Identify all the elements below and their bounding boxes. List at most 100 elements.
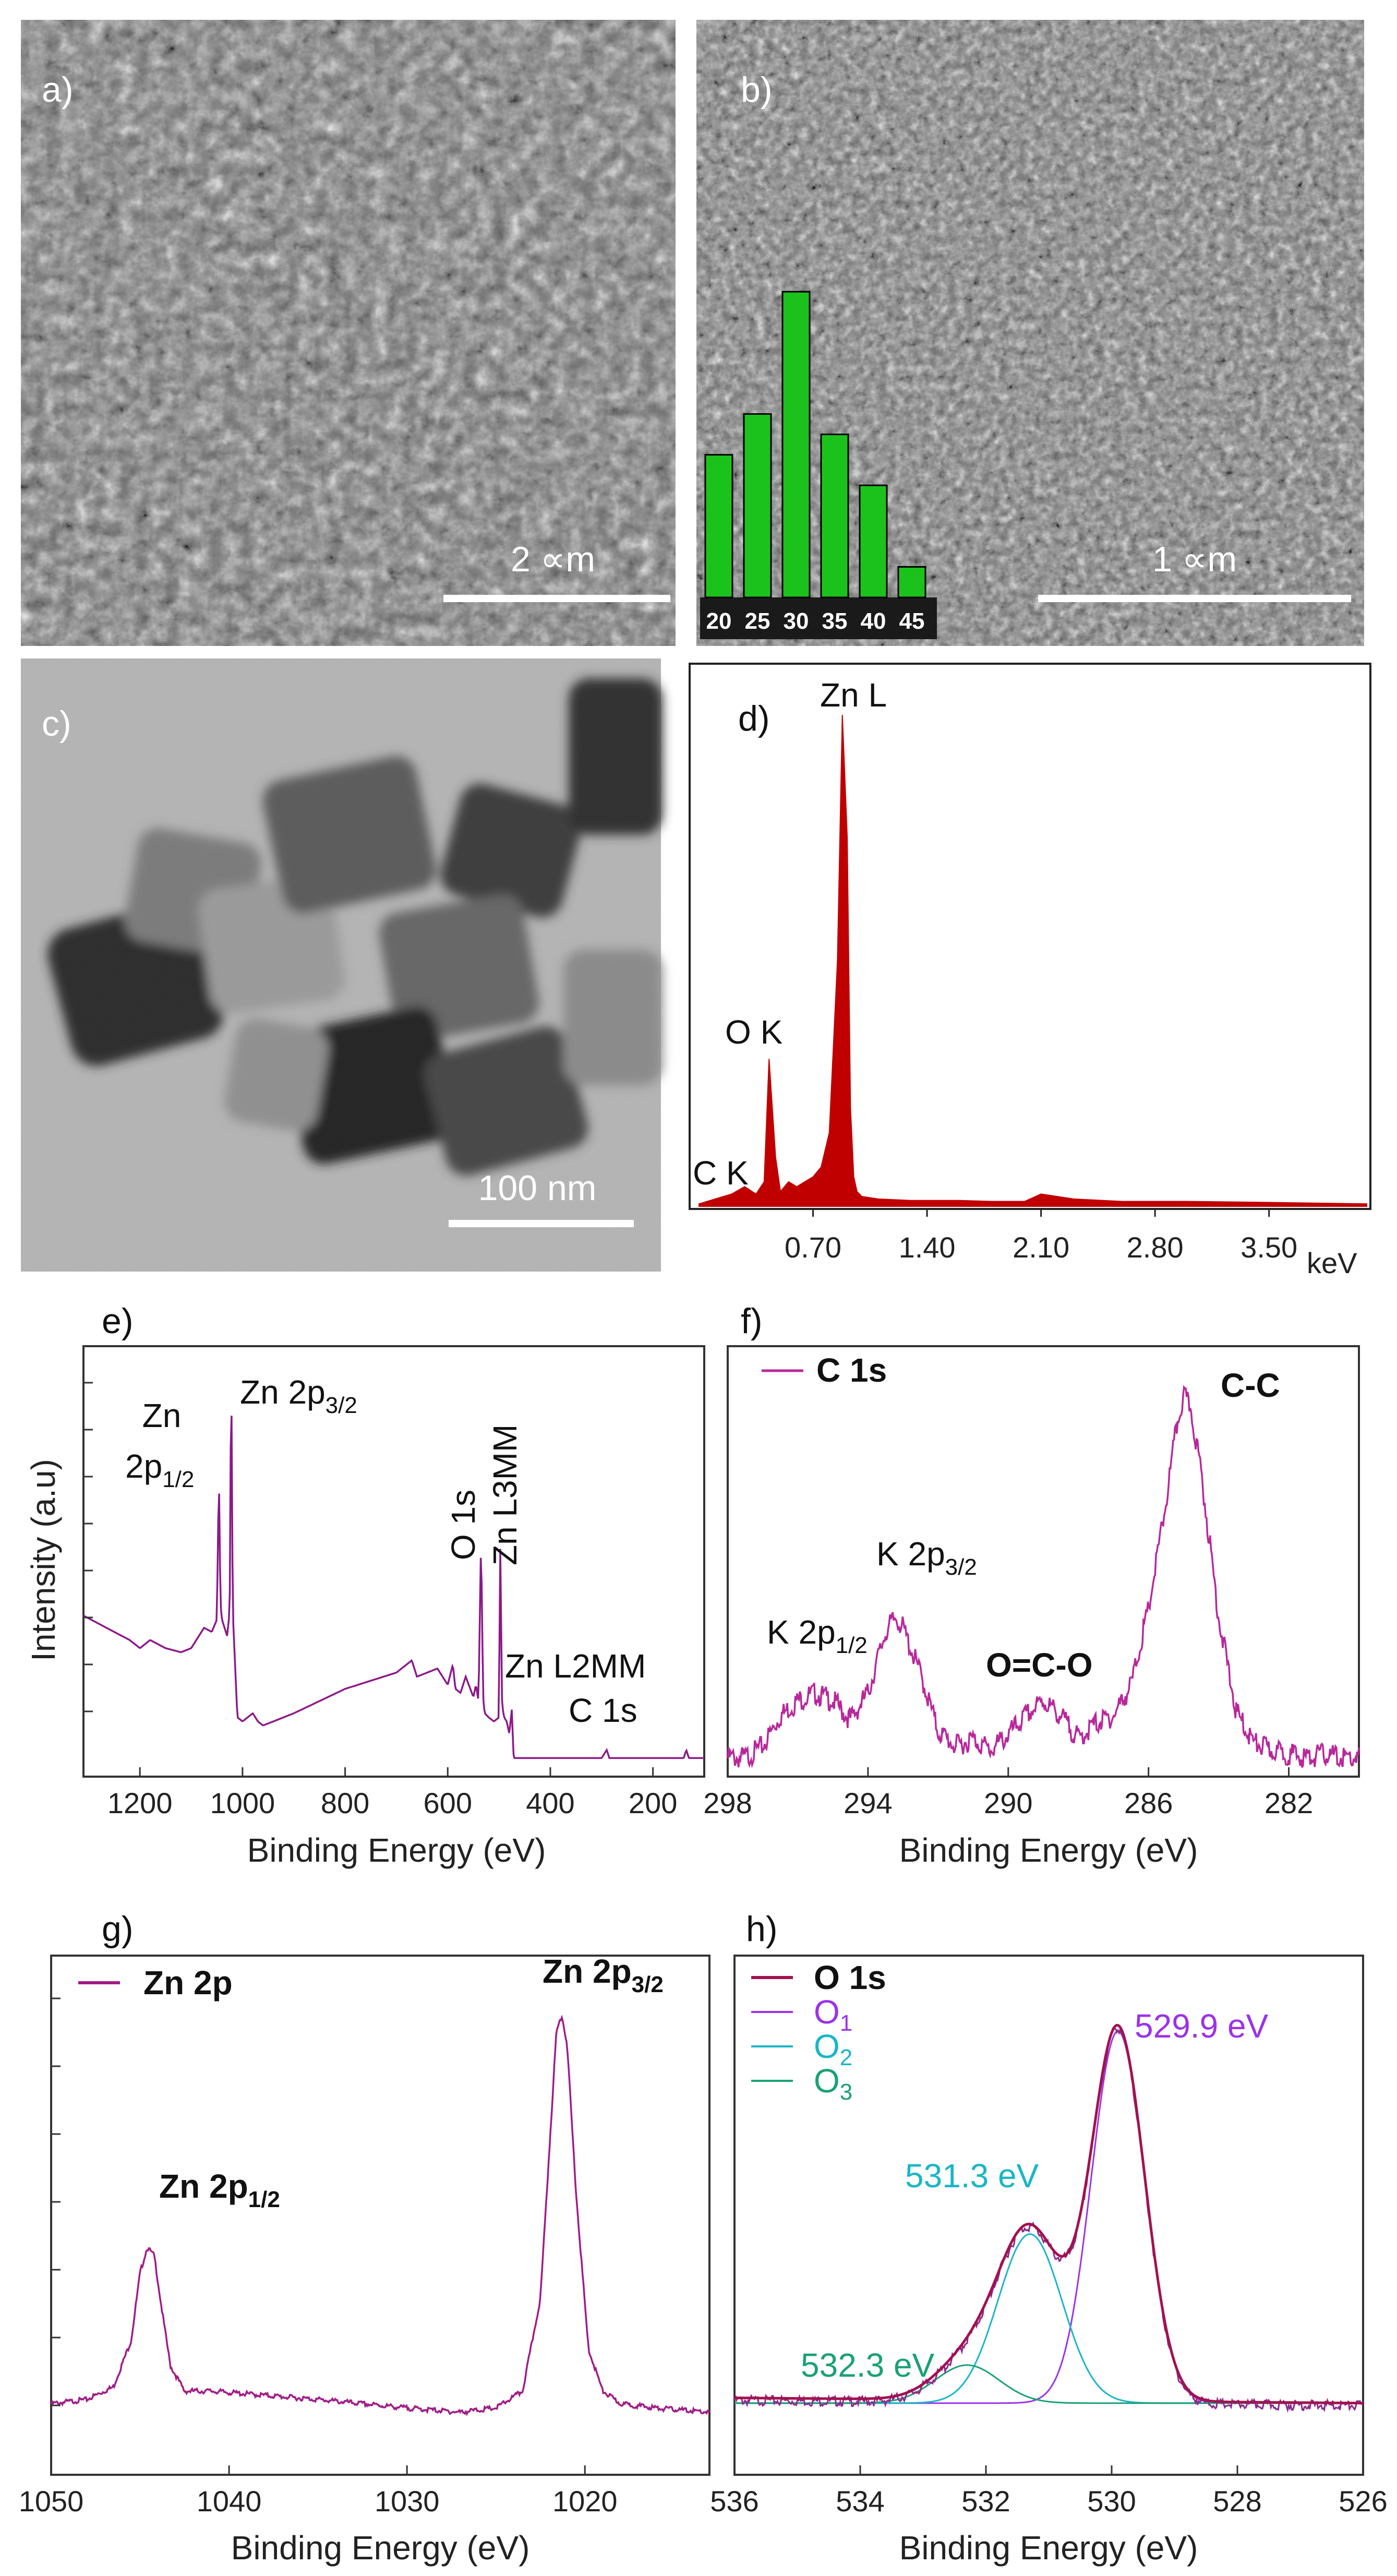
o1s-tick-label: 534 (836, 2485, 884, 2518)
o1s-frame (733, 1955, 1364, 2476)
histogram-tick-label: 25 (745, 608, 770, 634)
o1s-x-ticks: 536 534 532 530 528 526 (710, 2465, 1388, 2518)
zn2p-tick-label: 1030 (375, 2485, 440, 2518)
peak-c-1s-label: C 1s (569, 1692, 637, 1729)
o3-energy-label: 532.3 eV (801, 2346, 935, 2384)
panel-g: g) 1050 1040 1030 1020 Binding Energy (eV) … (19, 1909, 710, 2567)
peak-zn-2p12-top: Zn (142, 1397, 182, 1434)
survey-tick-label: 1000 (210, 1787, 275, 1819)
peak-o-c-o: O=C-O (986, 1646, 1092, 1684)
panel-b: b) 20 25 30 35 40 45 1 ∝m (696, 20, 1364, 646)
histogram-tick-label: 35 (822, 608, 848, 634)
o1s-tick-label: 530 (1087, 2485, 1136, 2518)
histogram-tick-label: 40 (861, 608, 886, 634)
zn2p-frame (50, 1955, 710, 2476)
zn2p-x-axis-title: Binding Energy (eV) (231, 2529, 530, 2567)
c1s-tick-label: 294 (844, 1787, 892, 1819)
zn2p-tick-label: 1050 (19, 2485, 84, 2518)
survey-tick-label: 200 (629, 1787, 677, 1819)
edx-tick-label: 2.10 (1013, 1231, 1069, 1264)
o1s-tick-label: 528 (1213, 2485, 1261, 2518)
edx-area (698, 714, 1367, 1207)
panel-d-label: d) (738, 699, 769, 738)
edx-tick-label: 1.40 (899, 1231, 956, 1264)
edx-frame (689, 663, 1371, 1210)
survey-tick-label: 1200 (107, 1787, 173, 1819)
peak-zn-2p32: Zn 2p3/2 (240, 1373, 357, 1418)
zn2p-line-path (50, 2015, 710, 2416)
survey-y-axis-title: Intensity (a.u) (25, 1459, 62, 1661)
histogram-bar (781, 291, 811, 598)
peak-k-2p12: K 2p1/2 (767, 1613, 868, 1658)
c1s-spectrum (727, 1385, 1360, 1768)
panel-f: f) 298 294 290 286 282 Binding Energy (eV) C… (703, 1301, 1360, 1869)
survey-line-path (83, 1416, 704, 1759)
panel-h: h) 536 534 532 530 528 526 Binding Energy (eV… (710, 1909, 1387, 2567)
peak-o-1s-label: O 1s (444, 1490, 482, 1560)
survey-frame (82, 1345, 705, 1778)
edx-tick-label: 3.50 (1241, 1231, 1297, 1264)
c1s-tick-label: 290 (984, 1787, 1032, 1819)
panel-e-label: e) (102, 1301, 133, 1341)
edx-tick-label: 2.80 (1127, 1231, 1184, 1264)
peak-label-zn-l: Zn L (820, 676, 887, 714)
peak-zn2p32: Zn 2p3/2 (543, 1952, 664, 1997)
size-histogram: 20 25 30 35 40 45 (700, 291, 937, 639)
o1s-envelope (734, 2023, 1363, 2405)
o1s-tick-label: 526 (1339, 2485, 1387, 2518)
survey-tick-label: 600 (424, 1787, 472, 1819)
histogram-bar (704, 454, 733, 598)
c1s-tick-label: 298 (703, 1787, 752, 1819)
histogram-tick-label: 30 (784, 608, 809, 634)
panel-g-label: g) (102, 1909, 133, 1949)
histogram-bar (820, 434, 849, 598)
histogram-tick-label: 20 (706, 608, 732, 634)
zn2p-x-ticks: 1050 1040 1030 1020 (19, 1997, 618, 2518)
histogram-tick-label: 45 (899, 608, 925, 634)
survey-x-ticks: 1200 1000 800 600 400 200 (83, 1382, 677, 1819)
o2-energy-label: 531.3 eV (905, 2157, 1039, 2195)
peak-label-o-k: O K (725, 1013, 782, 1051)
peak-zn2p12: Zn 2p1/2 (159, 2167, 280, 2212)
sem-image-a (21, 20, 676, 646)
c1s-line-path (727, 1385, 1360, 1768)
peak-zn-l2mm-label: Zn L2MM (505, 1647, 646, 1685)
o1s-tick-label: 536 (710, 2485, 758, 2518)
panel-c: c) 100 nm (21, 658, 663, 1272)
edx-x-unit: keV (1307, 1247, 1357, 1279)
panel-a-label: a) (42, 70, 73, 110)
histogram-axis-band (700, 597, 937, 639)
peak-k-2p32: K 2p3/2 (876, 1535, 977, 1580)
survey-x-axis-title: Binding Energy (eV) (247, 1831, 546, 1869)
o1s-spectrum (733, 2023, 1364, 2413)
panel-d: d) Zn L O K C K 0.70 1.40 2.10 2.80 3.50 keV (689, 663, 1371, 1279)
c1s-legend-label: C 1s (816, 1351, 887, 1389)
panel-b-label: b) (741, 70, 772, 110)
scale-bar-b-text: 1 ∝m (1152, 540, 1237, 579)
scale-bar-c-text: 100 nm (478, 1168, 597, 1208)
survey-spectrum (83, 1416, 704, 1759)
scale-bar-a-text: 2 ∝m (511, 540, 595, 579)
edx-x-ticks: 0.70 1.40 2.10 2.80 3.50 (785, 1209, 1297, 1264)
o1s-x-axis-title: Binding Energy (eV) (899, 2529, 1198, 2567)
peak-zn-l3mm-label: Zn L3MM (486, 1424, 524, 1565)
o1s-tick-label: 532 (961, 2485, 1010, 2518)
panel-f-label: f) (741, 1301, 763, 1341)
peak-c-c: C-C (1221, 1367, 1280, 1404)
o1s-legend-label: O 1s (814, 1959, 886, 1996)
panel-a: a) 2 ∝m (21, 20, 676, 646)
peak-label-c-k: C K (693, 1154, 749, 1192)
c1s-x-ticks: 298 294 290 286 282 (703, 1767, 1313, 1819)
edx-spectrum (698, 714, 1367, 1207)
zn2p-tick-label: 1020 (552, 2485, 618, 2518)
zn2p-spectrum (50, 2015, 710, 2416)
histogram-bar (743, 413, 772, 598)
c1s-tick-label: 282 (1264, 1787, 1313, 1819)
panel-c-label: c) (42, 704, 71, 744)
histogram-bar (897, 566, 926, 598)
panel-e: e) 1200 1000 800 600 400 200 Binding Energy (… (25, 1301, 705, 1869)
survey-tick-label: 400 (526, 1787, 574, 1819)
tem-grain (21, 658, 661, 1272)
zn2p-legend-label: Zn 2p (143, 1964, 233, 2002)
